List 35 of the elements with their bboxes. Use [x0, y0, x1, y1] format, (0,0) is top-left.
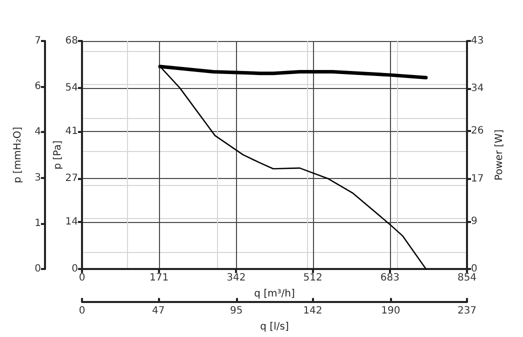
y2-tick-label: 0	[471, 264, 478, 274]
y2-tick-label: 43	[471, 36, 484, 46]
y-axis-title: p [Pa]	[52, 140, 64, 170]
y-tick-label: 68	[65, 36, 78, 46]
y-tick-label: 14	[65, 216, 78, 228]
y2-tick-label: 9	[471, 216, 478, 227]
y-tick-label: 0	[72, 264, 78, 274]
x2-tick-label: 0	[78, 306, 86, 316]
y3-tick-label: 0	[34, 264, 41, 274]
y3-axis-title: p [mmH₂O]	[12, 126, 24, 184]
x2-tick-label: 95	[230, 306, 243, 316]
y-tick-label: 41	[65, 126, 78, 138]
y-tick-label: 27	[65, 172, 78, 184]
x-tick-label: 0	[78, 272, 86, 284]
x2-tick-label: 47	[152, 306, 165, 316]
x2-axis-title: q [l/s]	[260, 322, 289, 332]
x-axis-title: q [m³/h]	[254, 288, 295, 300]
x-tick-label: 342	[226, 272, 246, 284]
x2-tick-label: 142	[303, 306, 322, 316]
y3-tick-label: 4	[34, 126, 41, 138]
x-tick-label: 854	[457, 272, 477, 284]
y-tick-label: 54	[65, 82, 78, 94]
x-tick-label: 683	[380, 272, 400, 284]
y3-tick-label: 3	[34, 172, 41, 184]
y3-tick-label: 7	[34, 36, 41, 46]
x-tick-label: 512	[303, 272, 322, 284]
y2-tick-label: 26	[471, 126, 484, 137]
y2-axis-title: Power [W]	[494, 129, 506, 181]
y3-tick-label: 6	[34, 81, 41, 92]
y2-tick-label: 17	[471, 173, 484, 184]
y3-tick-label: 1	[34, 218, 41, 229]
x-tick-label: 171	[150, 272, 169, 284]
x2-tick-label: 237	[457, 306, 477, 316]
x2-tick-label: 190	[381, 306, 400, 316]
y2-tick-label: 34	[471, 83, 484, 94]
